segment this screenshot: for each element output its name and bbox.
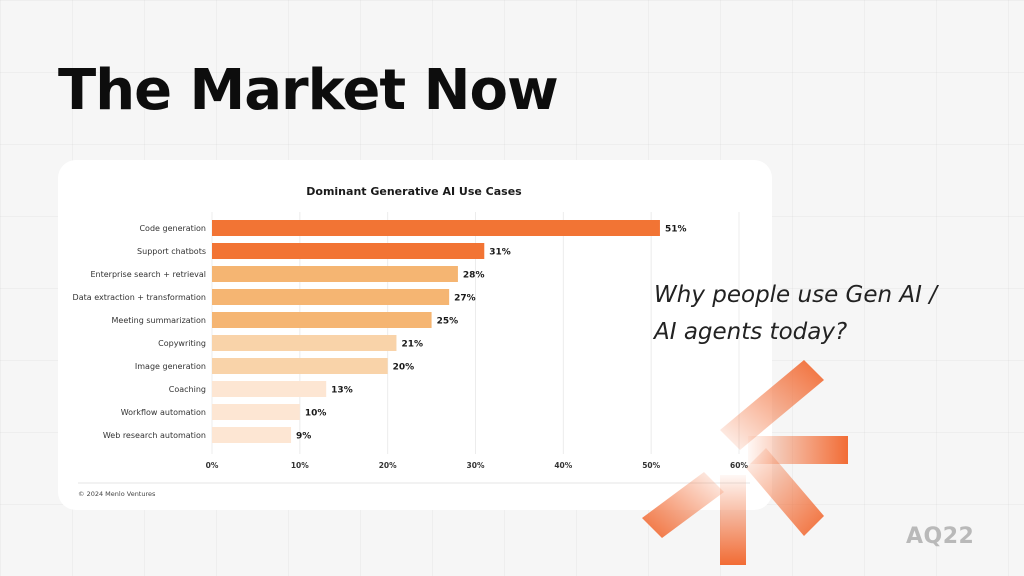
category-label: Meeting summarization: [112, 316, 206, 325]
burst-ray-down: [720, 475, 746, 565]
chart-source: © 2024 Menlo Ventures: [78, 490, 156, 498]
bar: [212, 266, 458, 282]
x-tick-label: 0%: [206, 461, 219, 470]
bar: [212, 381, 327, 397]
burst-ray-down-right: [746, 448, 824, 536]
chart-card: Dominant Generative AI Use Cases Code ge…: [58, 160, 772, 510]
bar: [212, 335, 397, 351]
slide-title: The Market Now: [58, 58, 559, 123]
burst-ray-down-left: [642, 472, 724, 538]
bar-value-label: 21%: [401, 340, 423, 350]
x-tick-label: 40%: [554, 461, 572, 470]
bar-value-label: 10%: [305, 409, 327, 419]
question-text: Why people use Gen AI / AI agents today?: [654, 282, 937, 345]
category-label: Coaching: [169, 385, 206, 394]
bar: [212, 427, 292, 443]
bar-value-label: 28%: [463, 271, 485, 281]
bar-value-label: 13%: [331, 386, 353, 396]
category-label: Workflow automation: [121, 408, 206, 417]
starburst-decoration: [642, 360, 848, 565]
bar-chart: Dominant Generative AI Use Cases Code ge…: [73, 185, 750, 498]
bar-value-label: 51%: [665, 225, 687, 235]
x-tick-label: 30%: [467, 461, 485, 470]
bar-value-label: 25%: [437, 317, 459, 327]
x-tick-label: 20%: [379, 461, 397, 470]
category-label: Data extraction + transformation: [73, 293, 206, 302]
category-label: Support chatbots: [137, 247, 206, 256]
chart-title: Dominant Generative AI Use Cases: [306, 185, 522, 198]
category-label: Copywriting: [158, 339, 206, 348]
x-tick-label: 50%: [642, 461, 660, 470]
x-axis-ticks: 0% 10% 20% 30% 40% 50% 60%: [206, 461, 749, 470]
bar: [212, 289, 450, 305]
x-tick-label: 10%: [291, 461, 309, 470]
category-label: Code generation: [139, 224, 206, 233]
category-label: Web research automation: [103, 431, 206, 440]
bar: [212, 312, 432, 328]
category-label: Enterprise search + retrieval: [90, 270, 206, 279]
bar: [212, 243, 485, 259]
burst-ray-up-right: [720, 360, 824, 450]
x-tick-label: 60%: [730, 461, 748, 470]
bar: [212, 358, 388, 374]
bar: [212, 220, 660, 236]
category-label: Image generation: [135, 362, 206, 371]
bar-value-label: 27%: [454, 294, 476, 304]
logo: AQ22: [906, 524, 975, 549]
bar-value-label: 20%: [393, 363, 415, 373]
chart-bars: Code generation 51% Support chatbots 31% Ent…: [73, 220, 687, 443]
bar-value-label: 31%: [489, 248, 511, 258]
bar: [212, 404, 300, 420]
bar-value-label: 9%: [296, 432, 311, 442]
